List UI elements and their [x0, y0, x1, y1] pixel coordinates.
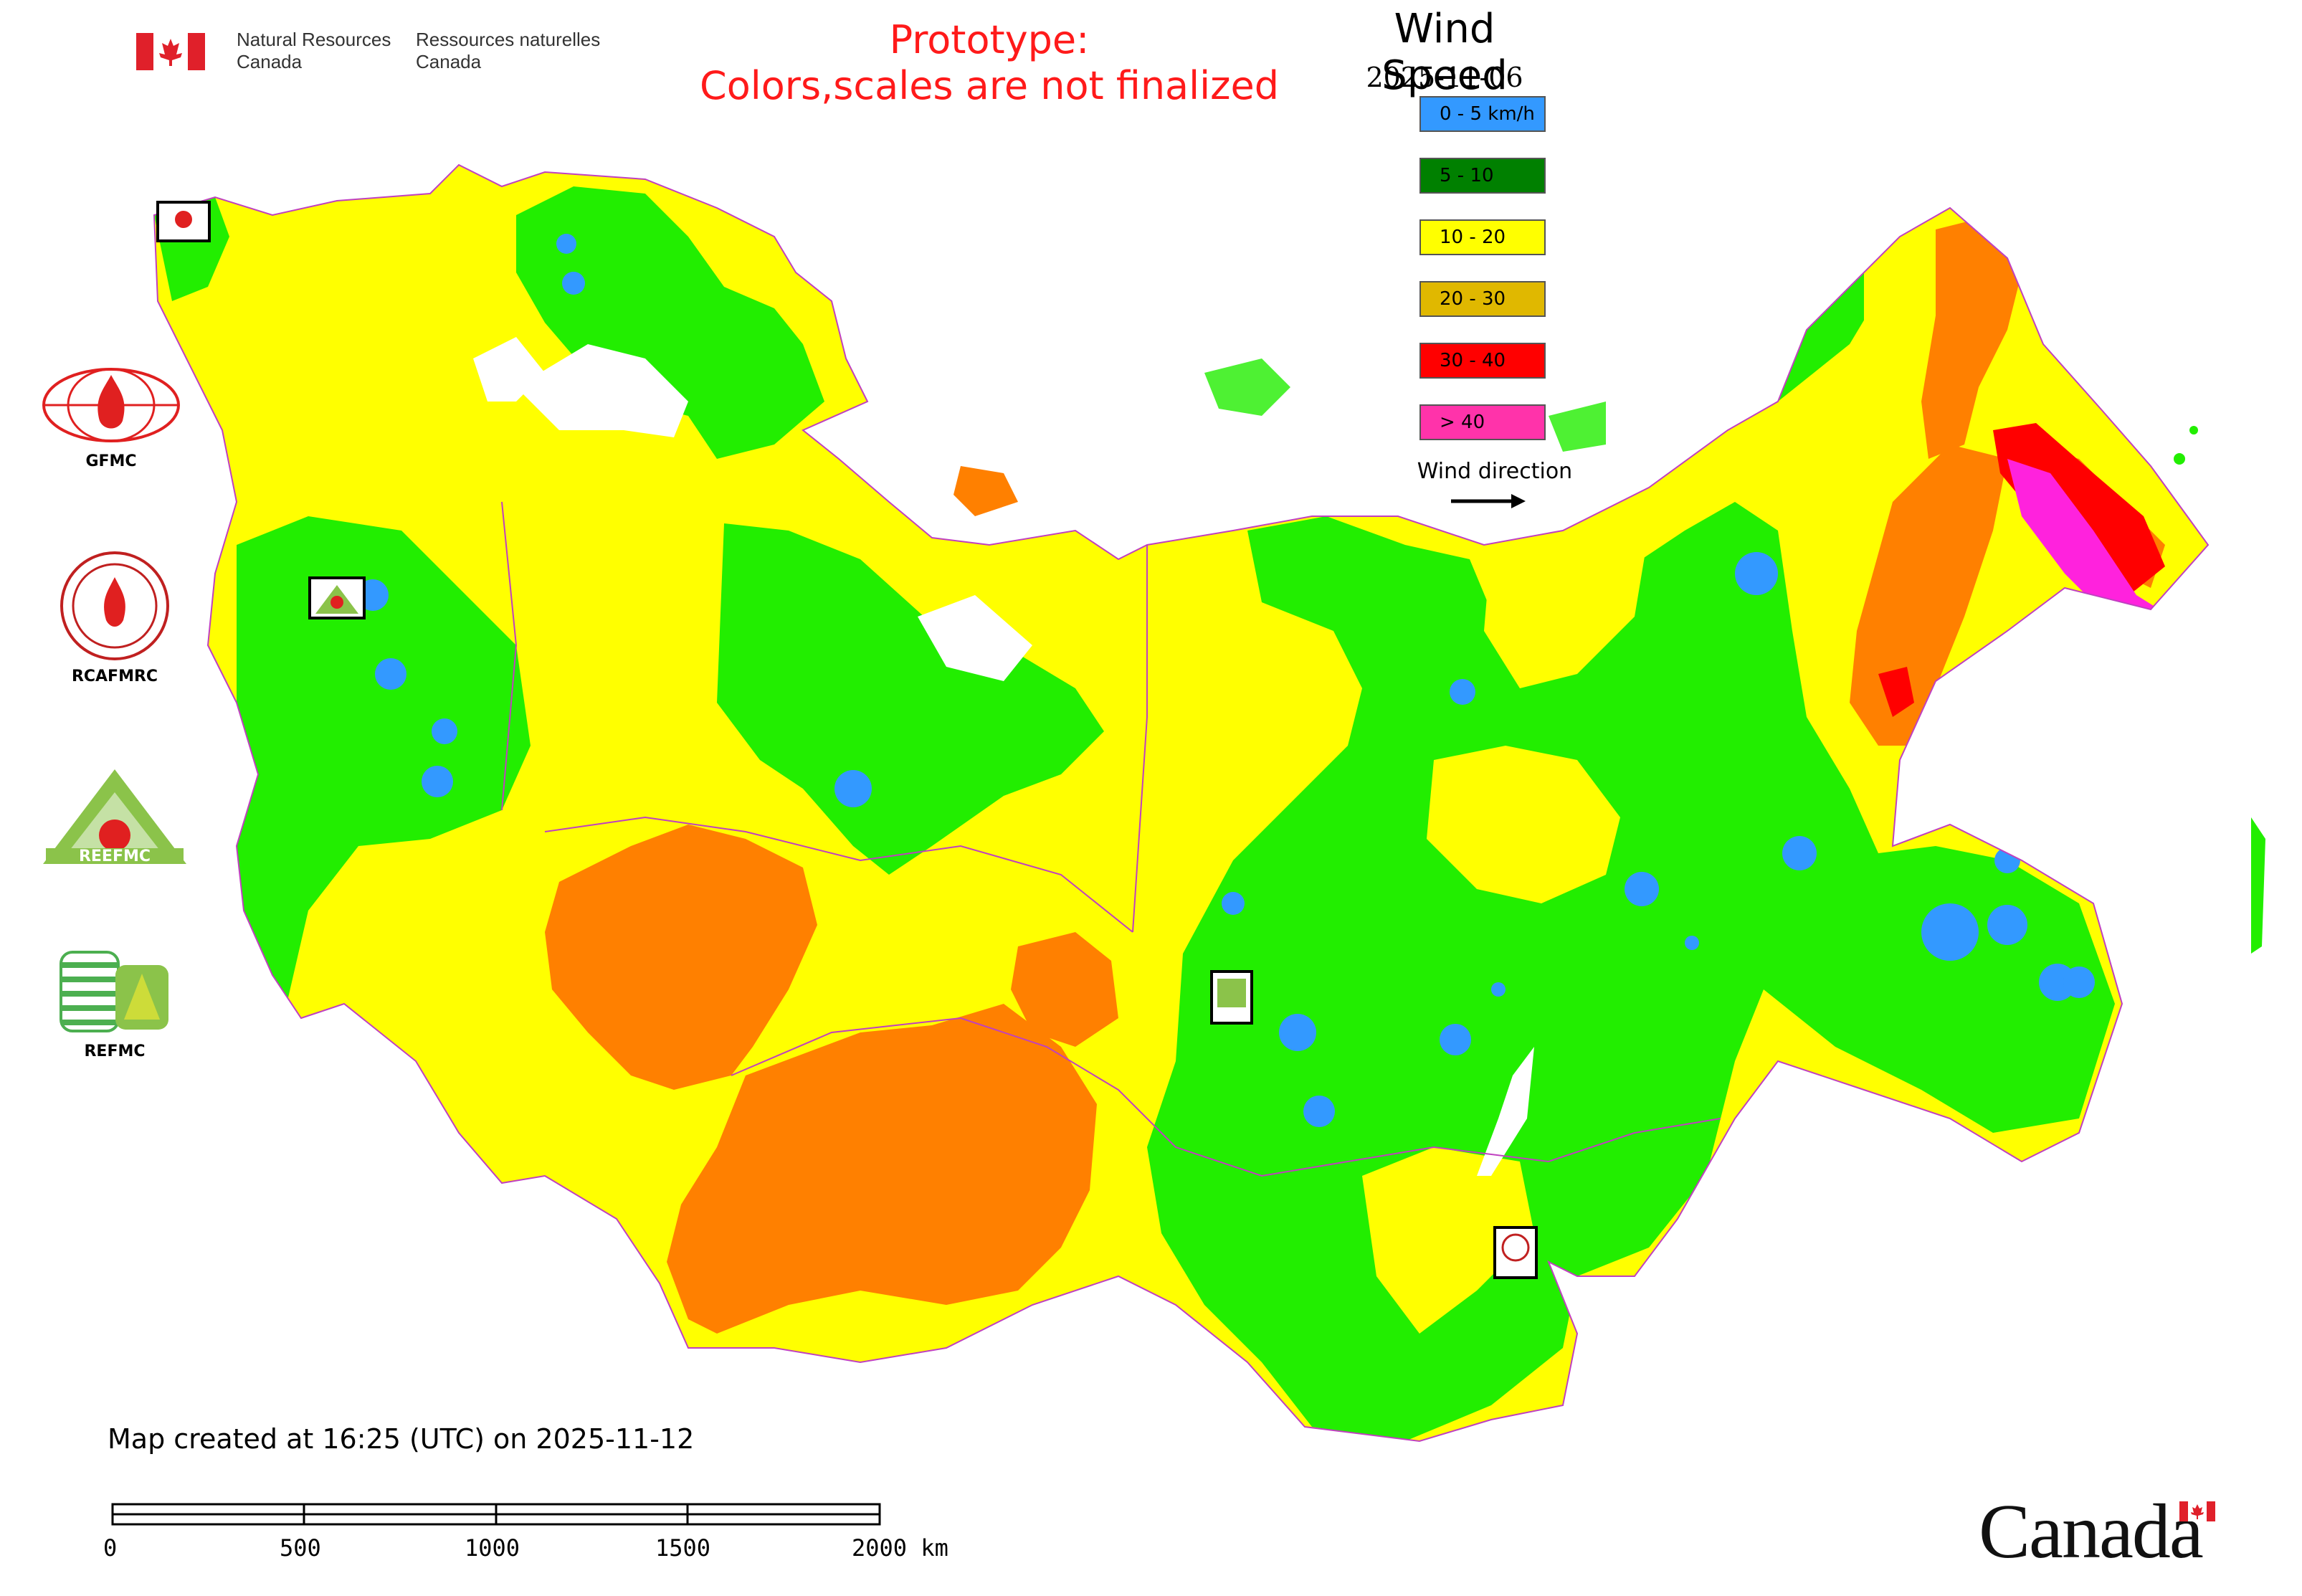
station-rcafmrc — [1493, 1226, 1538, 1279]
scale-tick-1500: 1500 — [655, 1534, 711, 1562]
legend-class-1: 5 - 10 — [1419, 158, 1546, 194]
rcafmrc-logo-icon — [60, 551, 169, 660]
zone-strong-far-east — [1850, 445, 2007, 746]
canada-wordmark: Canada — [1979, 1489, 2204, 1574]
scale-tick-1000: 1000 — [465, 1534, 520, 1562]
islands — [953, 358, 2265, 954]
zone-very-strong-okhotsk — [1878, 667, 1914, 717]
zone-light-west — [229, 516, 531, 1018]
zone-moderate-baikal — [1362, 1147, 1534, 1334]
scale-tick-2000: 2000 km — [852, 1534, 948, 1562]
legend-class-3: 20 - 30 — [1419, 281, 1546, 317]
canada-flag-icon — [136, 33, 205, 70]
refmc-label: REFMC — [84, 1042, 146, 1060]
legend-class-5: > 40 — [1419, 404, 1546, 440]
scale-bar — [111, 1503, 881, 1526]
region-borders — [153, 163, 2210, 1443]
prototype-title: Prototype: — [889, 17, 1090, 62]
agency-reefmc: REEFMC — [36, 764, 194, 875]
zone-strong-central-asia — [667, 1004, 1097, 1334]
zone-light-central-north — [717, 523, 1104, 875]
government-signature: Natural Resources Canada Ressources natu… — [136, 29, 609, 79]
agency-gfmc: GFMC — [36, 362, 186, 470]
zone-extreme-kamchatka — [2007, 459, 2194, 645]
calm-spots — [357, 234, 2095, 1127]
gfmc-label: GFMC — [85, 452, 137, 470]
gfmc-logo-icon — [42, 368, 180, 442]
svg-text:REEFMC: REEFMC — [79, 847, 151, 865]
zone-strong-kazakh — [545, 825, 817, 1090]
station-gfmc — [156, 201, 211, 242]
legend-class-0: 0 - 5 km/h — [1419, 96, 1546, 132]
agency-refmc: REFMC — [50, 945, 179, 1060]
rcafmrc-label: RCAFMRC — [71, 668, 158, 685]
scale-tick-500: 500 — [280, 1534, 321, 1562]
zone-light-north — [516, 186, 824, 459]
zone-moderate-north-siberia — [1484, 516, 1649, 688]
agency-rcafmrc: RCAFMRC — [50, 548, 179, 685]
water-bodies — [473, 337, 1534, 1176]
government-name-fr: Ressources naturelles Canada — [416, 29, 601, 72]
reefmc-logo-icon: REEFMC — [43, 769, 186, 865]
wind-direction-label: Wind direction — [1417, 459, 1573, 484]
legend-title: Wind Speed — [1381, 6, 1508, 99]
zone-very-strong-kamchatka — [1993, 423, 2165, 595]
government-name-en: Natural Resources Canada — [237, 29, 391, 72]
refmc-logo-icon — [60, 951, 168, 1032]
zone-moderate-yakutia — [1427, 746, 1620, 903]
map-created-timestamp: Map created at 16:25 (UTC) on 2025-11-12 — [108, 1423, 695, 1455]
zone-strong-kamchatka-north — [1921, 215, 2022, 459]
prototype-notice: Prototype: Colors,scales are not finaliz… — [559, 17, 1419, 109]
wordmark-flag-icon — [2179, 1501, 2215, 1521]
legend-class-4: 30 - 40 — [1419, 343, 1546, 379]
legend-class-2: 10 - 20 — [1419, 219, 1546, 255]
legend-date: 2025-11-06 — [1366, 62, 1523, 93]
wind-direction-arrow-icon — [1451, 494, 1526, 508]
scale-tick-0: 0 — [103, 1534, 118, 1562]
station-markers — [156, 201, 1538, 1279]
prototype-subtitle: Colors,scales are not finalized — [700, 63, 1279, 108]
zone-strong-steppe — [1011, 932, 1118, 1047]
